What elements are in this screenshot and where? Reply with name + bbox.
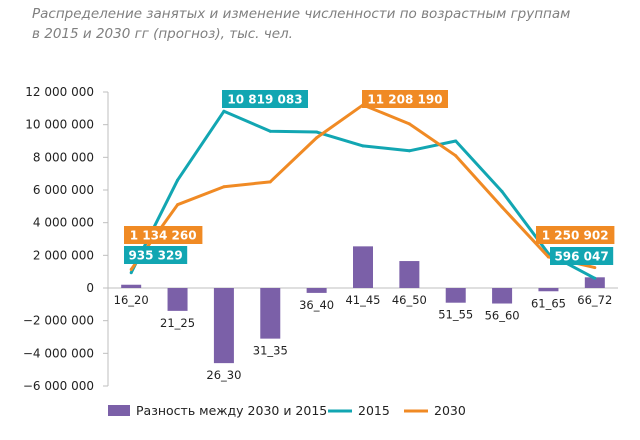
line-2030-point xyxy=(500,205,504,209)
x-category-label: 16_20 xyxy=(114,293,149,307)
y-tick-label: 4 000 000 xyxy=(33,216,94,230)
line-2030-point xyxy=(268,180,272,184)
x-category-label: 61_65 xyxy=(531,296,566,310)
y-tick-label: 8 000 000 xyxy=(33,150,94,164)
line-2015-point xyxy=(176,178,180,182)
x-category-label: 36_40 xyxy=(299,298,334,312)
y-tick-label: 2 000 000 xyxy=(33,248,94,262)
data-label: 1 250 902 xyxy=(542,229,609,243)
line-2030-point xyxy=(546,255,550,259)
bar-diff xyxy=(167,288,188,311)
data-label: 935 329 xyxy=(128,249,182,263)
data-label-box xyxy=(362,90,448,108)
y-tick-label: −2 000 000 xyxy=(23,314,94,328)
x-category-label: 51_55 xyxy=(438,308,473,322)
data-label-box xyxy=(124,226,203,244)
data-label: 10 819 083 xyxy=(227,93,302,107)
chart-title-line-1: Распределение занятых и изменение числен… xyxy=(32,6,571,22)
line-2030-point xyxy=(407,122,411,126)
line-2030-point xyxy=(222,185,226,189)
bar-diff xyxy=(121,284,142,288)
data-label-box xyxy=(222,90,308,108)
bar-diff xyxy=(213,288,234,364)
legend-label-2030: 2030 xyxy=(434,403,466,418)
line-2015-point xyxy=(315,130,319,134)
x-category-label: 21_25 xyxy=(160,316,195,330)
legend-swatch-diff xyxy=(108,405,130,416)
line-2030-point xyxy=(129,267,133,271)
line-2015-point xyxy=(268,129,272,133)
line-2030 xyxy=(129,103,596,271)
x-category-label: 66_72 xyxy=(577,293,612,307)
x-category-label: 56_60 xyxy=(485,309,520,323)
y-tick-label: −6 000 000 xyxy=(23,379,94,393)
line-2015-point xyxy=(454,139,458,143)
legend-label-2015: 2015 xyxy=(358,403,390,418)
line-2015-point xyxy=(593,276,597,280)
data-label: 11 208 190 xyxy=(367,93,442,107)
line-2015-point xyxy=(407,149,411,153)
x-category-label: 31_35 xyxy=(253,344,288,358)
data-label-box xyxy=(124,246,188,264)
y-tick-label: 0 xyxy=(86,281,94,295)
line-2015-point xyxy=(222,109,226,113)
bar-diff xyxy=(445,288,466,303)
bar-diff xyxy=(584,277,605,288)
y-tick-label: 6 000 000 xyxy=(33,183,94,197)
bar-diff xyxy=(306,288,327,293)
data-label: 1 134 260 xyxy=(130,229,197,243)
bar-diff xyxy=(399,261,420,288)
data-label-box xyxy=(550,247,614,265)
line-2030-point xyxy=(315,136,319,140)
x-category-label: 46_50 xyxy=(392,293,427,307)
line-2015-point xyxy=(500,190,504,194)
chart-title-line-2: в 2015 и 2030 гг (прогноз), тыс. чел. xyxy=(32,26,293,42)
bar-diff xyxy=(538,288,559,292)
x-category-label: 26_30 xyxy=(206,368,241,382)
data-label-box xyxy=(536,226,615,244)
data-label: 596 047 xyxy=(554,250,608,264)
bar-diff xyxy=(260,288,281,339)
legend-label-diff: Разность между 2030 и 2015 xyxy=(136,403,327,418)
bar-diff xyxy=(353,246,373,288)
line-2030-point xyxy=(454,154,458,158)
line-2030-point xyxy=(176,203,180,207)
line-2015-point xyxy=(361,144,365,148)
bar-diff xyxy=(492,288,513,304)
y-tick-label: 10 000 000 xyxy=(25,118,94,132)
line-2030-point xyxy=(593,266,597,270)
y-tick-label: 12 000 000 xyxy=(25,85,94,99)
y-tick-label: −4 000 000 xyxy=(23,346,94,360)
line-2015-point xyxy=(129,271,133,275)
x-category-label: 41_45 xyxy=(345,293,380,307)
